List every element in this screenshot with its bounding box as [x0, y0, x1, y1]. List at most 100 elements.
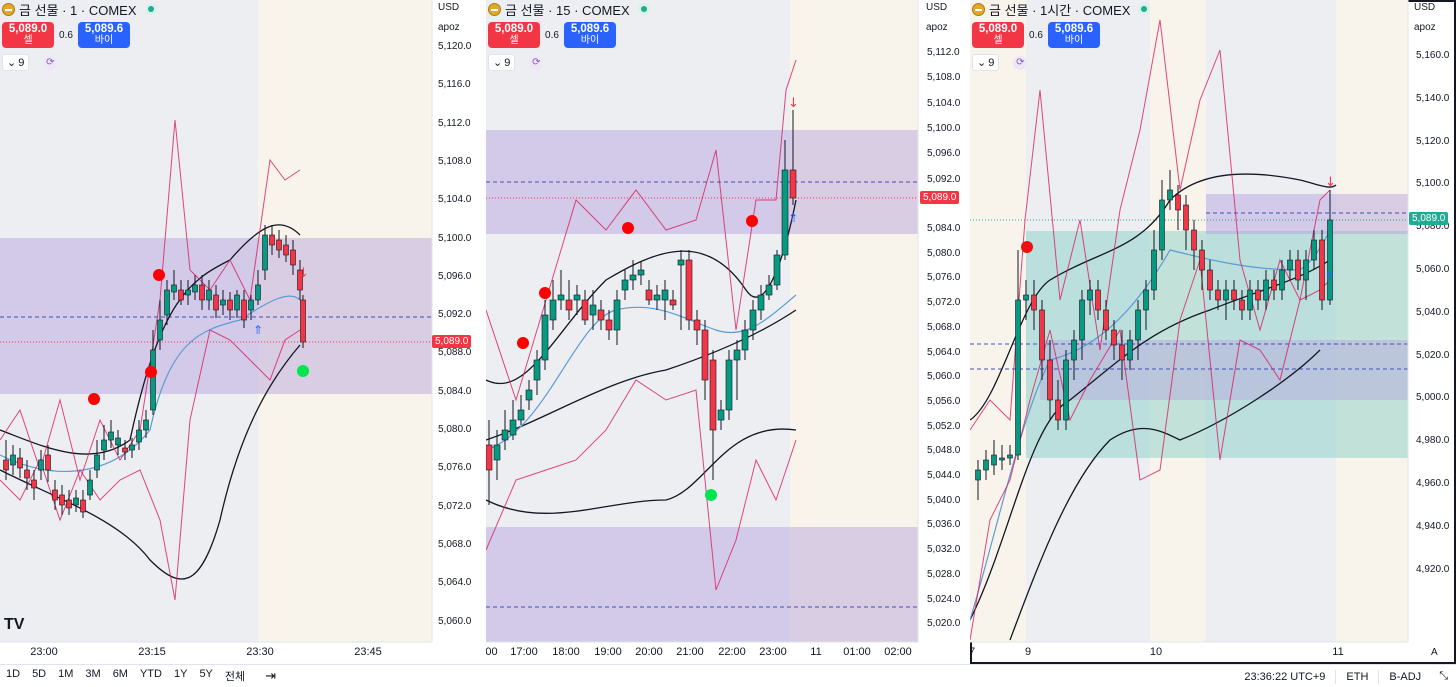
- chart-pane-1h[interactable]: ↓ ⇑ 금 선물 · 1시간 · COMEX 5,089.0 셀 0.6 5,0…: [970, 0, 1456, 664]
- time-tick-label: 22:00: [718, 646, 746, 658]
- candle-body: [1087, 289, 1093, 301]
- candle-body: [1023, 294, 1029, 301]
- range-button[interactable]: 1M: [58, 668, 74, 680]
- range-button[interactable]: 3M: [85, 668, 101, 680]
- candle-body: [501, 429, 509, 441]
- candle-body: [781, 169, 789, 256]
- double-up-arrow-icon: ⇑: [788, 211, 798, 225]
- refresh-icon[interactable]: ⟳: [43, 55, 58, 70]
- candle-body: [1199, 249, 1205, 271]
- currency-label[interactable]: USD: [1414, 2, 1436, 13]
- candle-body: [1231, 289, 1237, 301]
- symbol-title[interactable]: 금 선물 · 1시간 · COMEX: [989, 2, 1131, 18]
- time-axis[interactable]: :00 17:00 18:00 19:00 20:00 21:00 22:00 23:00 11…: [486, 646, 918, 662]
- symbol-title[interactable]: 금 선물 · 1 · COMEX: [19, 2, 137, 18]
- sell-signal-dot: [746, 215, 758, 227]
- time-axis[interactable]: 7 9 10 11: [970, 646, 1408, 662]
- adjustment-toggle[interactable]: B-ADJ: [1389, 670, 1422, 683]
- clock-time[interactable]: 23:36:22 UTC+9: [1244, 670, 1326, 683]
- candle-body: [234, 294, 240, 311]
- candle-body: [1279, 269, 1285, 291]
- candle-body: [1031, 294, 1037, 311]
- candle-body: [1015, 299, 1021, 456]
- chart-pane-15m[interactable]: ↓ ⇑ 금 선물 · 15 · COMEX 5,089.0 셀 0.6 5,08…: [486, 0, 972, 664]
- chart-canvas-1m[interactable]: ↓ ⇑: [0, 0, 486, 664]
- price-tick-label: 4,940.0: [1416, 520, 1450, 532]
- price-axis[interactable]: 5,112.0 5,108.0 5,104.0 5,100.0 5,096.0 5,092…: [927, 0, 972, 642]
- candle-body: [1183, 204, 1189, 231]
- axis-author: apoz: [1414, 22, 1436, 33]
- double-up-arrow-icon: ⇑: [1324, 269, 1334, 283]
- candle-body: [765, 284, 773, 296]
- price-tick-label: 5,116.0: [438, 79, 471, 91]
- candle-body: [509, 419, 517, 436]
- chart-pane-1m[interactable]: ↓ ⇑ 금 선물 · 1 · COMEX 5,089.0 셀 0.6 5,089…: [0, 0, 486, 664]
- range-button[interactable]: 6M: [112, 668, 128, 680]
- candle-body: [94, 454, 100, 471]
- currency-label[interactable]: USD: [438, 2, 460, 13]
- price-tick-label: 4,920.0: [1416, 563, 1450, 575]
- indicator-count: 9: [18, 56, 25, 69]
- candle-body: [1039, 309, 1045, 361]
- currency-label[interactable]: USD: [926, 2, 948, 13]
- fullscreen-icon[interactable]: ⤡: [1439, 670, 1448, 682]
- buy-button[interactable]: 5,089.6 바이: [564, 22, 616, 48]
- sell-button[interactable]: 5,089.0 셀: [488, 22, 540, 48]
- buy-price: 5,089.6: [1054, 23, 1094, 35]
- range-button[interactable]: 1Y: [173, 668, 188, 680]
- candle-body: [637, 269, 645, 276]
- price-tick-label: 5,060.0: [438, 615, 472, 627]
- candle-body: [276, 239, 282, 251]
- price-tick-label: 5,084.0: [927, 223, 961, 234]
- sell-price: 5,089.0: [8, 23, 48, 35]
- chart-canvas-15m[interactable]: ↓ ⇑: [486, 0, 972, 664]
- range-buttons: 1D 5D 1M 3M 6M YTD 1Y 5Y 전체: [0, 668, 251, 684]
- sell-button[interactable]: 5,089.0 셀: [972, 22, 1024, 48]
- candle-body: [227, 299, 233, 311]
- price-tick-label: 5,020.0: [927, 618, 961, 630]
- time-tick-label: 11: [810, 646, 822, 658]
- candle-body: [297, 269, 303, 291]
- calendar-range-icon[interactable]: ⇥: [265, 668, 277, 683]
- range-button[interactable]: 전체: [224, 671, 246, 683]
- price-tick-label: 5,024.0: [927, 593, 961, 605]
- sell-button[interactable]: 5,089.0 셀: [2, 22, 54, 48]
- buy-button[interactable]: 5,089.6 바이: [1048, 22, 1100, 48]
- candle-body: [164, 289, 170, 316]
- price-tick-label: 5,032.0: [927, 544, 961, 556]
- price-axis[interactable]: 5,120.0 5,116.0 5,112.0 5,108.0 5,104.0 5,100…: [438, 0, 486, 642]
- price-tick-label: 5,104.0: [438, 194, 472, 206]
- refresh-icon[interactable]: ⟳: [529, 55, 544, 70]
- candle-body: [1103, 309, 1109, 331]
- buy-button[interactable]: 5,089.6 바이: [78, 22, 130, 48]
- envelope-upper: [486, 59, 797, 402]
- time-axis[interactable]: 23:00 23:15 23:30 23:45: [0, 646, 432, 662]
- range-button[interactable]: YTD: [139, 668, 162, 680]
- chart-canvas-1h[interactable]: ↓ ⇑: [970, 0, 1456, 664]
- candle-body: [677, 259, 685, 266]
- price-tick-label: 5,140.0: [1416, 92, 1450, 104]
- session-toggle[interactable]: ETH: [1346, 670, 1369, 683]
- indicators-toggle[interactable]: ⌄ 9: [972, 54, 1000, 71]
- sell-price: 5,089.0: [978, 23, 1018, 35]
- indicators-toggle[interactable]: ⌄ 9: [488, 54, 516, 71]
- candle-body: [541, 314, 549, 361]
- time-tick-label: 01:00: [843, 646, 871, 658]
- current-price-tag: 5,089.0: [432, 335, 472, 348]
- bollinger-lower: [486, 428, 797, 514]
- range-button[interactable]: 1D: [6, 668, 21, 680]
- candle-body: [669, 299, 677, 306]
- refresh-icon[interactable]: ⟳: [1013, 55, 1028, 70]
- range-button[interactable]: 5Y: [199, 668, 213, 680]
- candle-body: [283, 244, 289, 256]
- symbol-title[interactable]: 금 선물 · 15 · COMEX: [505, 2, 630, 18]
- auto-scale-toggle[interactable]: A: [1431, 647, 1438, 658]
- indicators-toggle[interactable]: ⌄ 9: [2, 54, 30, 71]
- candle-body: [1255, 289, 1261, 301]
- candle-body: [557, 294, 565, 301]
- candle-body: [757, 294, 765, 311]
- tradingview-logo[interactable]: TV: [4, 616, 25, 633]
- price-axis[interactable]: 5,160.0 5,140.0 5,120.0 5,100.0 5,080.0 5,060…: [1416, 0, 1456, 642]
- range-button[interactable]: 5D: [32, 668, 47, 680]
- price-tick-label: 5,036.0: [927, 519, 961, 531]
